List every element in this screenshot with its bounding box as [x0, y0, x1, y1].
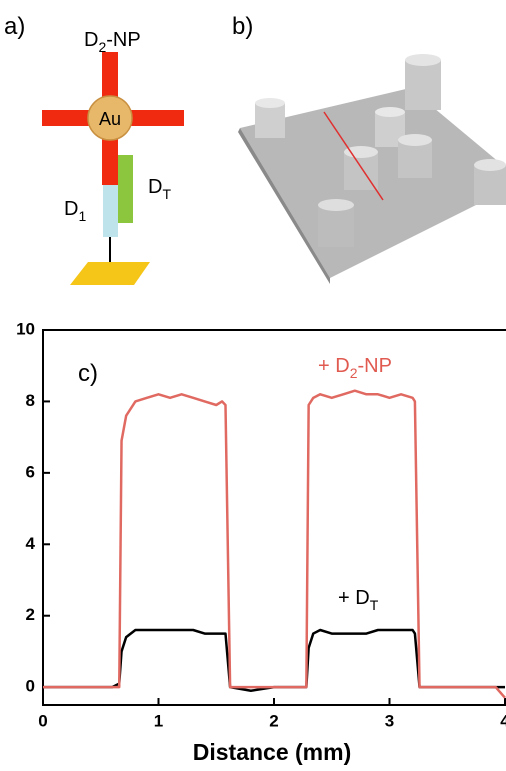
probe-label: D1 [64, 198, 86, 224]
annotation-main: + D [318, 355, 350, 377]
annotation-main: + D [338, 587, 370, 609]
x-tick-label: 3 [385, 711, 394, 730]
y-tick-label: 8 [26, 391, 35, 410]
panel-label: b) [232, 13, 253, 40]
annotation: + D2-NP [318, 355, 392, 381]
y-tick-label: 4 [26, 534, 36, 553]
plot-frame [43, 330, 506, 705]
label-main: D [84, 29, 98, 51]
y-tick-label: 10 [16, 319, 35, 338]
y-tick-label: 2 [26, 605, 35, 624]
annotation-sub: T [370, 597, 379, 613]
label-sub: T [162, 186, 171, 202]
annotation-sub: 2 [350, 365, 358, 381]
x-axis-title: Distance (mm) [193, 739, 351, 765]
x-tick-label: 0 [38, 711, 47, 730]
label-sub: 1 [78, 208, 86, 224]
panel-label: c) [78, 360, 98, 387]
surface-scan [238, 54, 506, 284]
x-tick-label: 2 [269, 711, 278, 730]
annotation-tail: -NP [357, 355, 391, 377]
target-strand [118, 155, 133, 223]
panel-label: a) [4, 13, 25, 40]
core-label: Au [99, 109, 121, 129]
annotation: + DT [338, 587, 379, 613]
x-tick-label: 1 [154, 711, 163, 730]
target-label: DT [148, 176, 171, 202]
probe-strand [103, 185, 118, 237]
figure: a) D2-NP Au DT D1 b) c) + D2-NP + DT Dis… [0, 0, 506, 771]
label-main: D [64, 198, 78, 220]
label-tail: -NP [106, 29, 140, 51]
data-line [43, 630, 505, 691]
y-tick-label: 0 [26, 677, 35, 696]
x-tick-label: 4 [500, 711, 506, 730]
nanoparticle-label: D2-NP [84, 29, 141, 55]
surface [70, 262, 150, 285]
y-tick-label: 6 [26, 462, 35, 481]
label-main: D [148, 176, 162, 198]
data-line [43, 391, 505, 698]
